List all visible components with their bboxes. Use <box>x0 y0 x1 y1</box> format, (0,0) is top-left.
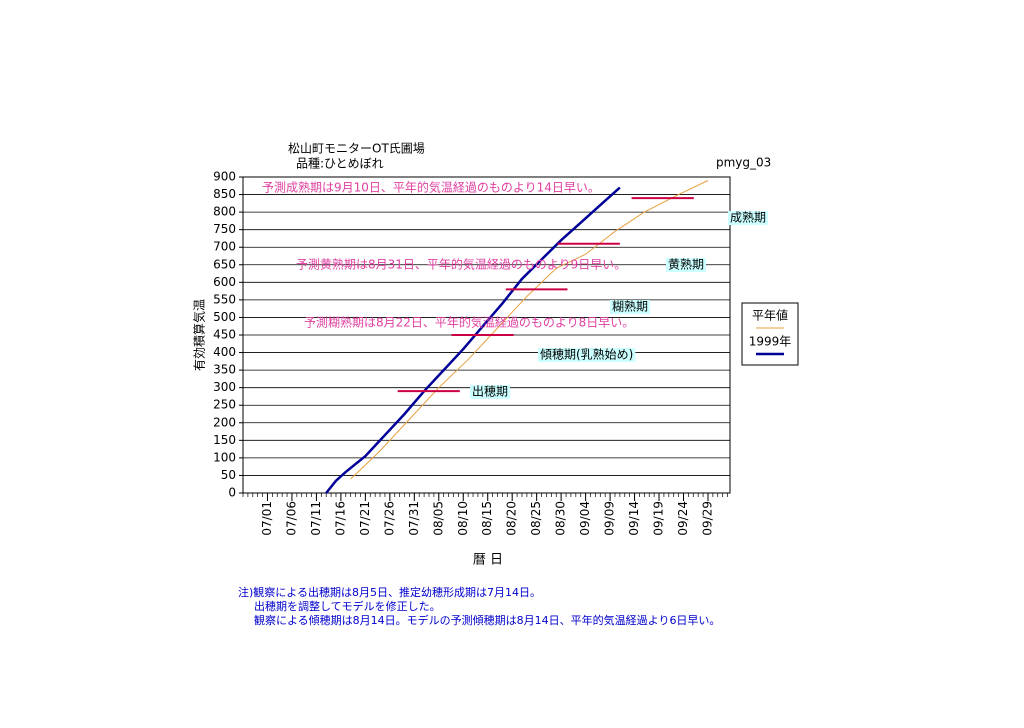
stage-label: 成熟期 <box>730 210 766 225</box>
y-tick-label: 350 <box>213 363 236 377</box>
x-tick-label: 09/04 <box>578 501 592 536</box>
x-tick-label: 08/05 <box>431 501 445 536</box>
note: 注)観察による出穂期は8月5日、推定幼穂形成期は7月14日。 <box>238 585 541 599</box>
x-tick-label: 08/25 <box>529 501 543 536</box>
series-line <box>325 186 621 494</box>
y-tick-label: 850 <box>213 187 236 201</box>
note: 出穂期を調整してモデルを修正した。 <box>254 599 441 613</box>
y-tick-label: 100 <box>213 450 236 464</box>
x-axis-label: 暦 日 <box>473 553 503 568</box>
y-tick-label: 700 <box>213 240 236 254</box>
stage-label: 黄熟期 <box>668 257 704 272</box>
x-tick-label: 09/24 <box>676 501 690 536</box>
x-tick-label: 07/06 <box>284 501 298 536</box>
x-tick-label: 07/16 <box>333 501 347 536</box>
y-tick-label: 800 <box>213 205 236 219</box>
note: 観察による傾穂期は8月14日。モデルの予測傾穂期は8月14日、平年的気温経過より… <box>254 613 720 627</box>
stage-label: 出穂期 <box>472 385 508 399</box>
y-tick-label: 500 <box>213 310 236 324</box>
annotation: 予測成熟期は9月10日、平年的気温経過のものより14日早い。 <box>262 180 600 195</box>
y-tick-label: 450 <box>213 328 236 342</box>
y-tick-label: 200 <box>213 415 236 429</box>
stage-label: 傾穂期(乳熟始め) <box>540 347 633 362</box>
stage-label-bg <box>610 300 651 314</box>
stage-label-bg <box>728 211 769 225</box>
y-tick-label: 550 <box>213 292 236 306</box>
x-tick-label: 08/15 <box>480 501 494 536</box>
chart-title: 松山町モニターOT氏圃場 <box>288 142 425 156</box>
y-axis-label: 有効積算気温 <box>192 299 207 371</box>
y-tick-label: 900 <box>213 170 236 184</box>
x-tick-label: 07/01 <box>260 501 274 536</box>
x-tick-label: 09/29 <box>700 501 714 536</box>
x-tick-label: 08/30 <box>554 501 568 536</box>
x-tick-label: 08/20 <box>505 501 519 536</box>
x-tick-label: 09/14 <box>627 501 641 536</box>
x-tick-label: 09/19 <box>652 501 666 536</box>
legend-label: 1999年 <box>749 335 792 349</box>
x-tick-label: 09/09 <box>603 501 617 536</box>
stage-label: 糊熟期 <box>612 299 648 314</box>
annotation: 予測黄熟期は8月31日、平年的気温経過のものより9日早い。 <box>296 257 626 272</box>
x-tick-label: 07/21 <box>358 501 372 536</box>
legend-label: 平年値 <box>752 308 788 323</box>
y-tick-label: 250 <box>213 398 236 412</box>
y-tick-label: 300 <box>213 380 236 394</box>
y-tick-label: 650 <box>213 257 236 271</box>
y-tick-label: 600 <box>213 275 236 289</box>
y-tick-label: 150 <box>213 433 236 447</box>
stage-label-bg <box>470 385 511 399</box>
x-tick-label: 07/31 <box>407 501 421 536</box>
corner-label: pmyg_03 <box>716 156 771 170</box>
annotation: 予測糊熟期は8月22日、平年的気温経過のものより8日早い。 <box>304 315 634 330</box>
stage-label-bg <box>538 348 636 362</box>
chart-subtitle: 品種:ひとめぼれ <box>296 157 384 171</box>
x-tick-label: 07/26 <box>382 501 396 536</box>
y-tick-label: 400 <box>213 345 236 359</box>
x-tick-label: 07/11 <box>309 501 323 536</box>
series-line <box>350 180 709 480</box>
y-tick-label: 0 <box>228 486 236 500</box>
stage-label-bg <box>666 258 707 272</box>
y-tick-label: 50 <box>221 468 236 482</box>
x-tick-label: 08/10 <box>456 501 470 536</box>
y-tick-label: 750 <box>213 222 236 236</box>
